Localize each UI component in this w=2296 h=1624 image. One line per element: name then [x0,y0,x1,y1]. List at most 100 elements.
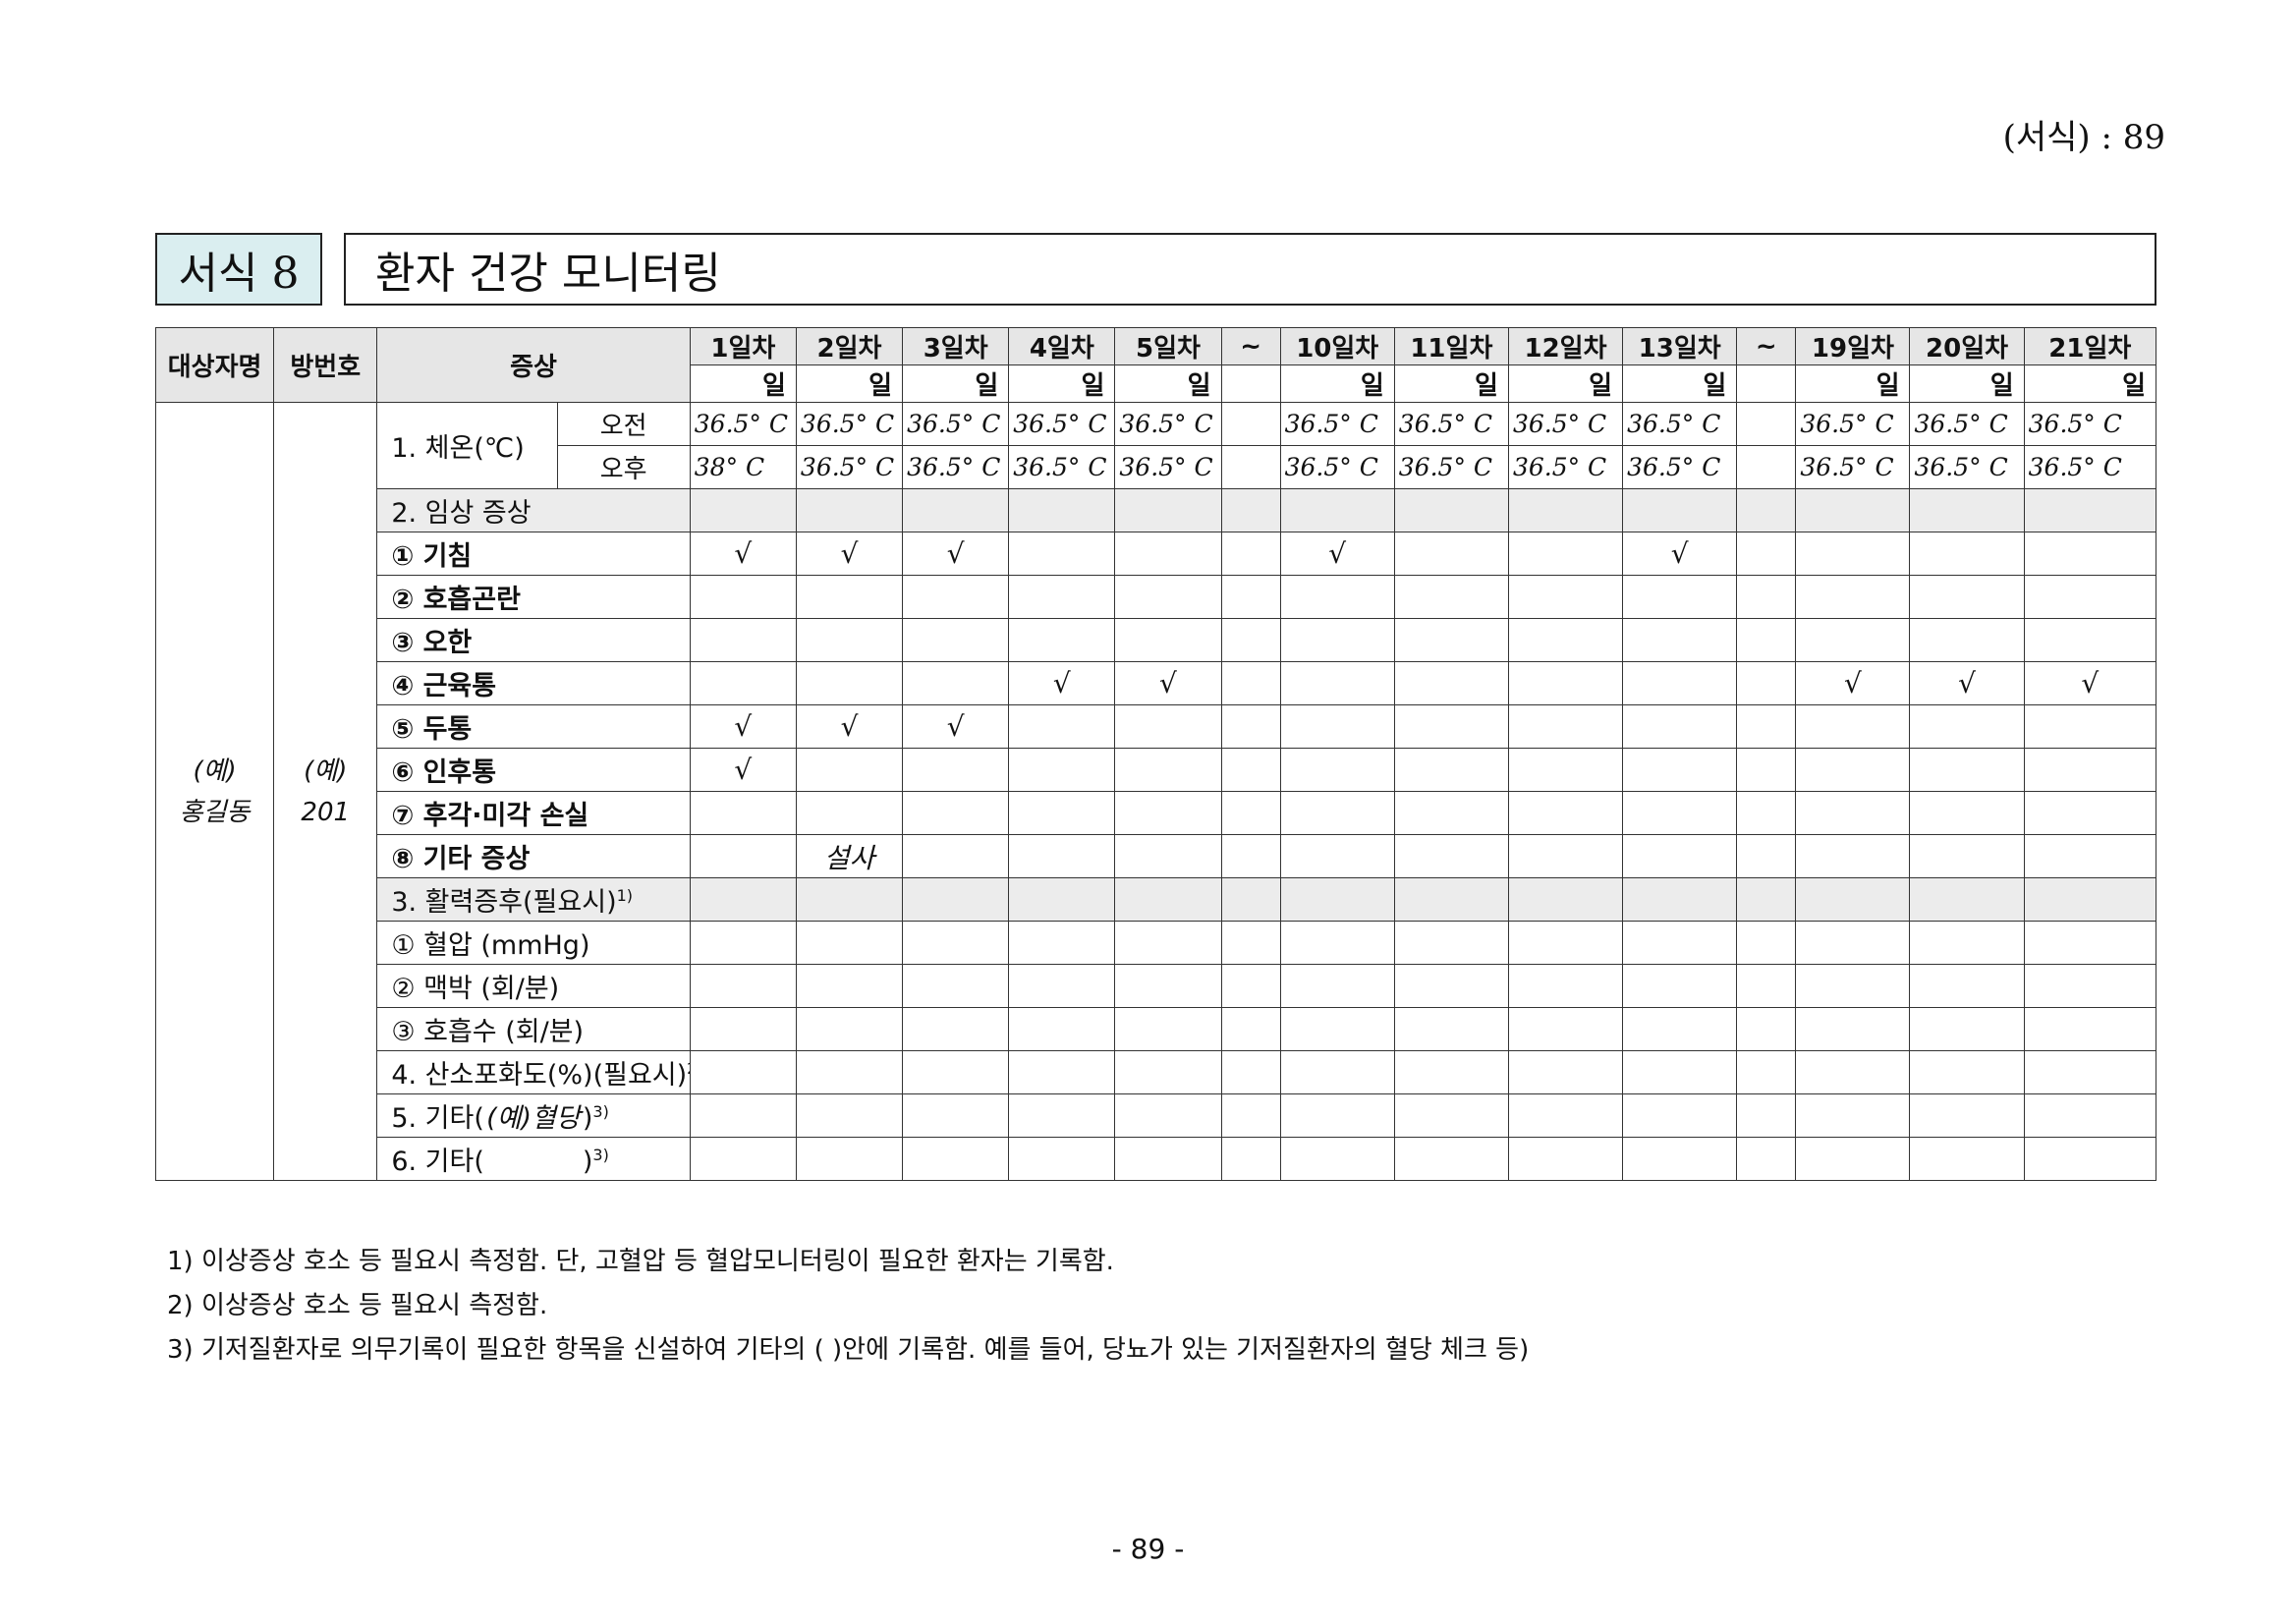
col-header-symptom: 증상 [376,327,691,403]
symptom-value [1220,1093,1281,1138]
symptom-value [902,1007,1010,1051]
temp-am-value [1220,402,1281,446]
symptom-label: ③ 호흡수 (회/분) [376,1007,691,1051]
symptom-value [902,488,1010,532]
patient-name-cell: (예) 홍길동 [154,402,275,1181]
symptom-value [2023,618,2157,662]
symptom-value [1114,618,1222,662]
symptom-value [1008,575,1116,619]
temp-row-pm: 오후 38° C 36.5° C 36.5° C 36.5° C 36.5° C 36.5°… [156,445,2157,489]
symptom-value [1393,575,1509,619]
temp-pm-value: 36.5° C [902,445,1010,489]
day-unit: 일 [1008,364,1116,403]
symptom-row: ① 기침 √ √ √ √ √ [156,532,2157,576]
symptom-value [689,575,797,619]
symptom-value [2023,748,2157,792]
check-mark: √ [1279,532,1395,576]
symptom-value [902,921,1010,965]
day-unit: 일 [2023,364,2157,403]
symptom-value [1114,791,1222,835]
symptom-value [2023,791,2157,835]
symptom-label: ② 맥박 (회/분) [376,964,691,1008]
col-header-name: 대상자명 [154,327,275,403]
symptom-value [1114,1050,1222,1094]
symptom-value [1736,1007,1797,1051]
symptom-value [1909,1007,2025,1051]
symptom-value [2023,1007,2157,1051]
symptom-value [689,661,797,705]
symptom-label-text: ① 혈압 (mmHg) [391,930,590,961]
symptom-label: 3. 활력증후(필요시)1) [376,877,691,922]
symptom-label: ⑤ 두통 [376,704,691,749]
symptom-value [795,1050,904,1094]
symptom-value [795,1007,904,1051]
symptom-row: ③ 호흡수 (회/분) [156,1007,2157,1051]
symptom-value [1795,1007,1911,1051]
symptom-value [1220,834,1281,878]
symptom-value [1393,964,1509,1008]
symptom-value [1909,575,2025,619]
symptom-label-text: ⑤ 두통 [391,714,473,745]
symptom-label: ① 혈압 (mmHg) [376,921,691,965]
symptom-value [1622,791,1738,835]
form-number-tag: 서식 8 [155,233,322,306]
symptom-value [1114,488,1222,532]
symptom-value [1008,1007,1116,1051]
temp-pm-value: 36.5° C [1008,445,1116,489]
symptom-value [689,921,797,965]
symptom-value [1393,834,1509,878]
symptom-value [1114,575,1222,619]
temp-pm-value: 36.5° C [1393,445,1509,489]
symptom-value [795,921,904,965]
patient-name: 홍길동 [179,797,251,827]
symptom-value [1795,877,1911,922]
check-mark: √ [1795,661,1911,705]
symptom-value [1279,1093,1395,1138]
symptom-value [2023,1050,2157,1094]
symptom-value [902,964,1010,1008]
symptom-label-text: ② 호흡곤란 [391,585,521,615]
symptom-value [1507,1093,1624,1138]
symptom-row: 2. 임상 증상 [155,488,2157,532]
day-unit: 일 [1795,364,1911,403]
symptom-label: 5. 기타((예)혈당)3) [376,1093,691,1138]
symptom-label-text: ⑧ 기타 증상 [391,844,531,874]
symptom-label: ⑦ 후각·미각 손실 [376,791,691,835]
symptom-value [1279,661,1395,705]
temp-am-value: 36.5° C [1795,402,1911,446]
symptom-value [1622,877,1738,922]
day-unit: 일 [1279,364,1395,403]
symptom-value [1008,964,1116,1008]
check-mark: √ [1008,661,1116,705]
symptom-value [1393,661,1509,705]
symptom-label-text: 6. 기타( [391,1147,484,1177]
symptom-value [2023,1137,2157,1181]
symptom-label: ⑥ 인후통 [376,748,691,792]
symptom-value [2023,1093,2157,1138]
symptom-value [1622,1093,1738,1138]
symptom-label-text: ④ 근육통 [391,671,497,701]
symptom-value [1909,834,2025,878]
symptom-value [1279,1137,1395,1181]
symptom-value [1008,834,1116,878]
symptom-label-close: ) [582,1147,593,1177]
day-unit: 일 [1909,364,2025,403]
symptom-value [1507,1007,1624,1051]
temp-pm-value: 36.5° C [1507,445,1624,489]
am-label: 오전 [556,402,691,446]
symptom-value [902,618,1010,662]
symptom-value [1622,704,1738,749]
temp-pm-value: 38° C [689,445,797,489]
day-header: 11일차 [1393,327,1509,365]
temp-am-value: 36.5° C [689,402,797,446]
symptom-value [1622,921,1738,965]
symptom-value [1114,834,1222,878]
check-mark: √ [1622,532,1738,576]
check-mark: √ [795,532,904,576]
symptom-value [1795,1137,1911,1181]
symptom-value [1008,488,1116,532]
header-row-days: 대상자명 방번호 증상 1일차 2일차 3일차 4일차 5일차 ~10일차 11일차 12일차… [154,327,2157,403]
symptom-value [1114,748,1222,792]
symptom-value [1795,618,1911,662]
